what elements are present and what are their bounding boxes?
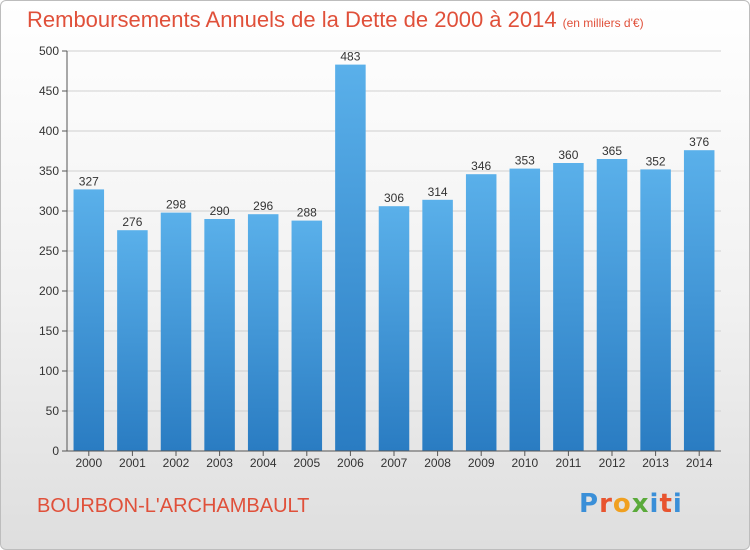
x-tick-label-2011: 2011 (555, 456, 581, 470)
data-label-2014: 376 (689, 135, 709, 149)
x-tick-label-2001: 2001 (119, 456, 146, 470)
bar-2002 (160, 212, 192, 451)
data-label-2009: 346 (471, 159, 491, 173)
bar-2008 (422, 199, 453, 451)
y-tick-label: 500 (39, 44, 59, 58)
x-tick-label-2007: 2007 (381, 456, 408, 470)
data-label-2005: 288 (297, 206, 317, 220)
bar-2010 (509, 168, 541, 451)
bar-2012 (596, 159, 628, 451)
x-tick-label-2002: 2002 (163, 456, 190, 470)
x-tick-label-2009: 2009 (468, 456, 495, 470)
bar-2006 (335, 64, 366, 451)
logo-letter: i (672, 489, 683, 519)
y-tick-label: 450 (39, 84, 59, 98)
bar-2000 (73, 189, 105, 451)
x-tick-label-2014: 2014 (686, 456, 713, 470)
bar-2004 (247, 214, 279, 451)
data-label-2013: 352 (646, 154, 666, 168)
y-tick-label: 0 (52, 444, 59, 458)
logo-letter: r (599, 489, 613, 519)
y-tick-label: 300 (39, 204, 59, 218)
bars (73, 64, 715, 451)
data-label-2010: 353 (515, 154, 535, 168)
chart-title-text: Remboursements Annuels de la Dette de 20… (27, 7, 557, 32)
x-tick-label-2003: 2003 (206, 456, 233, 470)
bar-2011 (553, 163, 584, 451)
data-label-2006: 483 (340, 50, 360, 64)
chart-subtitle: (en milliers d'€) (562, 16, 644, 30)
y-tick-label: 150 (39, 324, 59, 338)
bar-2001 (117, 230, 148, 451)
logo-letter: t (659, 489, 673, 519)
x-tick-label-2013: 2013 (642, 456, 669, 470)
chart-title: Remboursements Annuels de la Dette de 20… (27, 7, 644, 33)
data-label-2000: 327 (79, 174, 99, 188)
data-label-2008: 314 (428, 185, 448, 199)
bar-2013 (640, 169, 671, 451)
proxiti-logo: Proxiti (579, 489, 683, 519)
bar-2007 (378, 206, 410, 451)
y-tick-label: 400 (39, 124, 59, 138)
data-label-2001: 276 (122, 215, 142, 229)
x-tick-label-2004: 2004 (250, 456, 277, 470)
bar-2014 (683, 150, 715, 451)
x-tick-label-2008: 2008 (424, 456, 451, 470)
data-label-2003: 290 (210, 204, 230, 218)
logo-letter: x (631, 489, 650, 519)
data-label-2012: 365 (602, 144, 622, 158)
x-tick-label-2010: 2010 (511, 456, 538, 470)
y-tick-label: 100 (39, 364, 59, 378)
axes (62, 50, 721, 456)
data-label-2007: 306 (384, 191, 404, 205)
bar-2003 (204, 219, 235, 451)
y-tick-label: 200 (39, 284, 59, 298)
data-label-2002: 298 (166, 198, 186, 212)
x-tick-label-2012: 2012 (599, 456, 626, 470)
data-label-2011: 360 (558, 148, 578, 162)
x-tick-label-2000: 2000 (75, 456, 102, 470)
data-label-2004: 296 (253, 199, 273, 213)
logo-letter: o (612, 489, 632, 519)
x-tick-label-2005: 2005 (293, 456, 320, 470)
y-tick-label: 250 (39, 244, 59, 258)
y-tick-label: 350 (39, 164, 59, 178)
x-tick-label-2006: 2006 (337, 456, 364, 470)
logo-letter: i (649, 489, 660, 519)
bar-2009 (465, 174, 497, 451)
labels: 0 50 100 150 200 250 300 350 400 450 500 327 2000 276… (39, 44, 713, 470)
y-tick-label: 50 (46, 404, 60, 418)
bar-2005 (291, 220, 323, 451)
city-name: BOURBON-L'ARCHAMBAULT (37, 495, 310, 517)
logo-letter: P (579, 489, 600, 519)
